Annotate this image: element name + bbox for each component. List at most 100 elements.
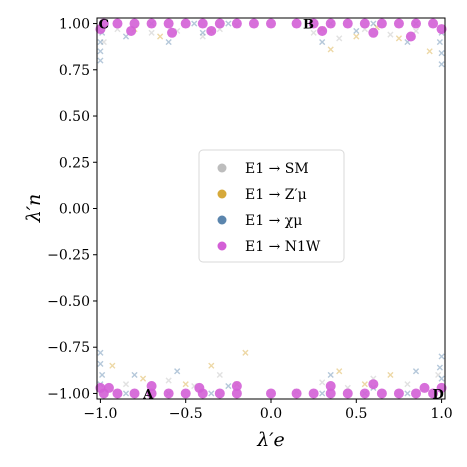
data-point [436, 382, 447, 393]
x-axis-label: λ′e [256, 429, 285, 451]
y-tick-label: 1.00 [59, 17, 90, 33]
data-point [103, 382, 114, 393]
data-point [180, 18, 191, 29]
data-point [182, 381, 189, 388]
data-point [319, 38, 326, 46]
data-point [438, 61, 445, 68]
data-point [174, 368, 181, 375]
data-point [99, 371, 106, 379]
data-point [146, 381, 157, 392]
data-point [216, 371, 223, 379]
data-point [167, 27, 178, 38]
data-points [95, 18, 447, 399]
data-point [376, 388, 387, 399]
data-point [336, 35, 343, 42]
data-point [95, 382, 106, 393]
legend-box [198, 149, 345, 263]
y-tick-label: −0.75 [47, 340, 90, 356]
data-point [404, 390, 411, 397]
data-point [438, 353, 445, 360]
y-axis-label: λ′n [23, 194, 45, 224]
data-point [317, 25, 328, 36]
x-tick-label: −1.0 [83, 406, 117, 422]
data-point [126, 25, 137, 36]
data-point [411, 388, 421, 399]
data-point [368, 27, 379, 38]
legend-marker [217, 189, 227, 199]
data-point [191, 20, 198, 27]
data-point [214, 18, 225, 29]
data-point [100, 38, 107, 46]
data-point [353, 33, 360, 40]
data-point [325, 381, 336, 392]
data-point [327, 46, 334, 53]
data-point [112, 18, 123, 29]
data-point [248, 18, 259, 29]
data-point [199, 29, 206, 36]
data-point [208, 390, 215, 397]
y-tick-label: 0.50 [59, 109, 90, 125]
data-point [165, 38, 172, 46]
data-point [419, 382, 430, 393]
data-point [129, 388, 140, 399]
annotation-label: A [142, 387, 154, 402]
data-point [404, 381, 411, 388]
data-point [109, 362, 116, 369]
x-tick-label: −0.5 [169, 406, 203, 422]
data-point [376, 18, 387, 29]
data-point [291, 388, 302, 399]
data-point [157, 33, 164, 40]
annotation-label: D [433, 387, 444, 402]
y-tick-label: −0.50 [47, 294, 90, 310]
data-point [148, 29, 155, 36]
data-point [411, 18, 421, 29]
data-point [387, 31, 394, 38]
data-point [214, 388, 225, 399]
data-point [206, 25, 217, 36]
data-point [359, 18, 370, 29]
data-point [405, 31, 416, 42]
data-point [310, 29, 317, 36]
data-point [197, 18, 208, 29]
data-point [361, 381, 368, 388]
data-point [266, 388, 276, 399]
data-point [139, 375, 147, 382]
data-point [342, 18, 353, 29]
data-point [368, 379, 379, 390]
data-point [163, 18, 174, 29]
annotation-label: C [99, 18, 109, 33]
y-axis-ticks: 1.00 0.75 0.50 0.25 0.00 −0.25 −0.50 −0.75 −1.00 [47, 17, 97, 402]
data-point [165, 377, 172, 384]
legend-entry-label: E1 → SM [245, 161, 309, 177]
y-tick-label: 0.75 [59, 63, 90, 79]
data-point [194, 382, 205, 393]
x-tick-label: 0.0 [260, 406, 282, 422]
data-point [325, 388, 336, 399]
data-point [435, 371, 442, 379]
data-point [97, 349, 104, 356]
legend: E1 → SM E1 → Z′μ E1 → χμ E1 → N1W [198, 149, 345, 263]
data-point [436, 38, 443, 46]
data-point [428, 388, 439, 399]
data-point [231, 388, 242, 399]
x-tick-label: 0.5 [345, 406, 367, 422]
annotation-label: B [303, 18, 314, 33]
data-point [97, 360, 104, 367]
data-point [308, 388, 319, 399]
data-point [122, 33, 130, 40]
data-point [353, 27, 360, 35]
y-tick-label: −1.00 [47, 386, 90, 402]
data-point [291, 18, 302, 29]
x-tick-label: 1.0 [430, 406, 452, 422]
data-point [122, 381, 130, 388]
x-axis-ticks: −1.0 −0.5 0.0 0.5 1.0 [83, 399, 453, 422]
data-point [327, 371, 334, 379]
legend-entry-label: E1 → N1W [245, 239, 321, 255]
y-tick-label: −0.25 [47, 248, 90, 264]
data-point [336, 368, 343, 375]
data-point [426, 48, 433, 55]
data-point [308, 18, 319, 29]
data-point [325, 18, 336, 29]
data-point [95, 24, 106, 35]
data-point [208, 362, 215, 369]
